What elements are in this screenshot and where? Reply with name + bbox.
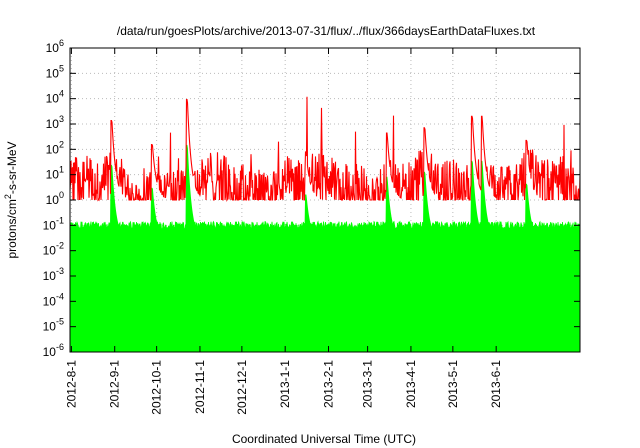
plot-area [70, 96, 580, 352]
y-tick-label: 106 [46, 38, 64, 55]
y-axis-label: protons/cm2-s-sr-MeV [3, 141, 19, 258]
y-tick-label: 10-4 [43, 291, 64, 308]
series-group [70, 96, 580, 352]
y-tick-label: 10-5 [43, 317, 64, 334]
x-tick-label: 2012-8-1 [64, 360, 78, 408]
x-tick-label: 2012-12-1 [235, 360, 249, 415]
x-tick-label: 2012-10-1 [150, 360, 164, 415]
x-tick-label: 2013-6-1 [489, 360, 503, 408]
x-axis-ticks: 2012-8-1 2012-9-1 2012-10-1 2012-11-1 2012-1… [64, 48, 503, 415]
y-tick-label: 10-2 [43, 241, 64, 258]
y-tick-label: 100 [46, 190, 64, 207]
x-tick-label: 2013-3-1 [361, 360, 375, 408]
x-tick-label: 2013-4-1 [404, 360, 418, 408]
y-tick-label: 105 [46, 63, 64, 80]
x-tick-label: 2012-9-1 [108, 360, 122, 408]
x-tick-label: 2012-11-1 [193, 360, 207, 414]
series-line [70, 96, 580, 202]
y-tick-label: 10-6 [43, 342, 64, 359]
y-tick-label: 101 [46, 165, 64, 182]
y-tick-label: 10-3 [43, 266, 64, 283]
x-tick-label: 2013-5-1 [446, 360, 460, 408]
y-tick-label: 103 [46, 114, 64, 131]
series-area [70, 144, 580, 352]
y-tick-label: 104 [46, 89, 64, 106]
chart-title: /data/run/goesPlots/archive/2013-07-31/f… [117, 24, 536, 38]
y-tick-label: 10-1 [43, 215, 64, 232]
x-tick-label: 2013-2-1 [321, 360, 335, 408]
x-axis-label: Coordinated Universal Time (UTC) [232, 432, 416, 446]
y-tick-label: 102 [46, 139, 64, 156]
x-tick-label: 2013-1-1 [278, 360, 292, 408]
